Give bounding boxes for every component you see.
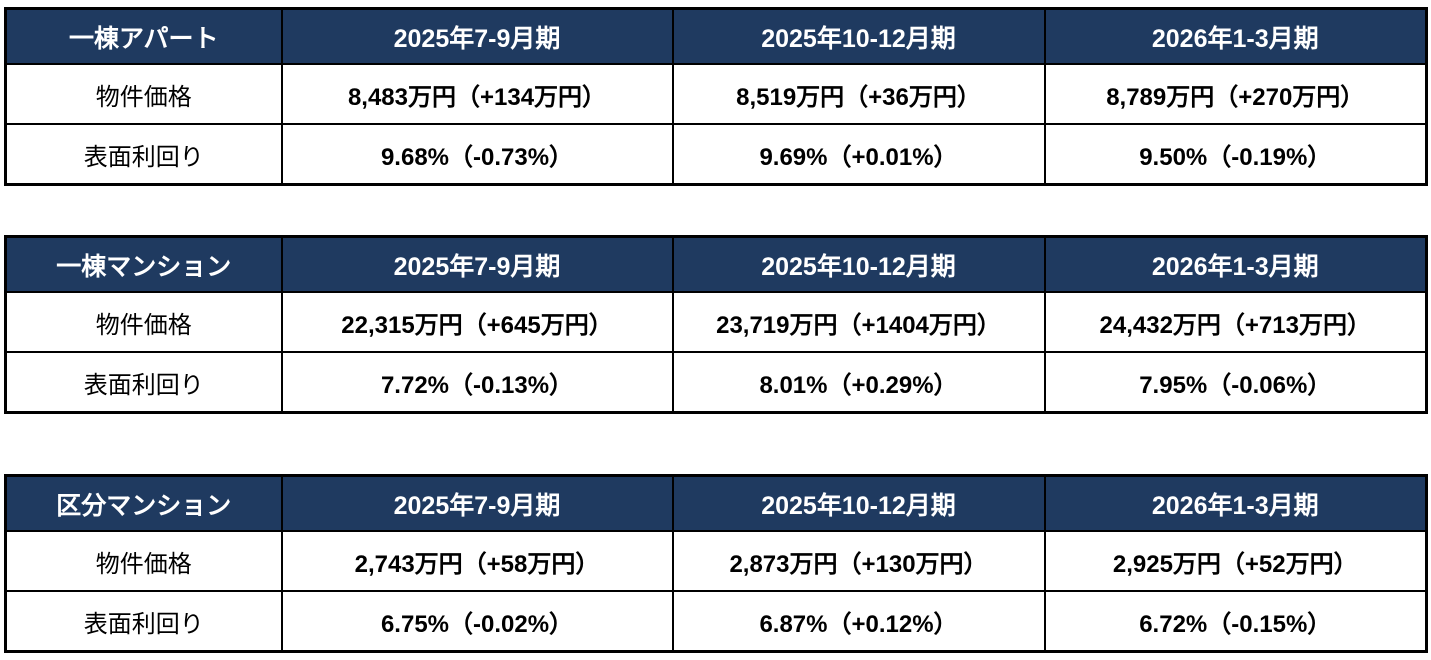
quarter-header-q3: 2026年1-3月期 [1043, 235, 1428, 293]
quarter-header-q2: 2025年10-12月期 [671, 235, 1046, 293]
quarter-header-q3: 2026年1-3月期 [1043, 474, 1428, 532]
price-value-q2: 23,719万円（+1404万円） [671, 291, 1046, 353]
yield-value-q2: 9.69%（+0.01%） [671, 123, 1046, 186]
apartment-building-table: 一棟アパート 2025年7-9月期 2025年10-12月期 2026年1-3月… [4, 7, 1428, 186]
yield-value-q1: 9.68%（-0.73%） [280, 123, 674, 186]
price-row-label: 物件価格 [4, 530, 283, 592]
price-row-label: 物件価格 [4, 63, 283, 125]
yield-value-q1: 6.75%（-0.02%） [280, 590, 674, 653]
category-header: 区分マンション [4, 474, 283, 532]
yield-value-q2: 8.01%（+0.29%） [671, 351, 1046, 414]
price-row: 物件価格 2,743万円（+58万円） 2,873万円（+130万円） 2,92… [4, 530, 1428, 592]
yield-value-q2: 6.87%（+0.12%） [671, 590, 1046, 653]
price-value-q2: 2,873万円（+130万円） [671, 530, 1046, 592]
table-header-row: 一棟アパート 2025年7-9月期 2025年10-12月期 2026年1-3月… [4, 7, 1428, 65]
price-row: 物件価格 22,315万円（+645万円） 23,719万円（+1404万円） … [4, 291, 1428, 353]
yield-row-label: 表面利回り [4, 351, 283, 414]
quarter-header-q1: 2025年7-9月期 [280, 474, 674, 532]
quarter-header-q1: 2025年7-9月期 [280, 235, 674, 293]
category-header: 一棟アパート [4, 7, 283, 65]
yield-value-q3: 9.50%（-0.19%） [1043, 123, 1428, 186]
condo-unit-table: 区分マンション 2025年7-9月期 2025年10-12月期 2026年1-3… [4, 474, 1428, 653]
yield-row: 表面利回り 7.72%（-0.13%） 8.01%（+0.29%） 7.95%（… [4, 351, 1428, 414]
quarter-header-q1: 2025年7-9月期 [280, 7, 674, 65]
price-value-q1: 2,743万円（+58万円） [280, 530, 674, 592]
table-header-row: 区分マンション 2025年7-9月期 2025年10-12月期 2026年1-3… [4, 474, 1428, 532]
yield-row-label: 表面利回り [4, 123, 283, 186]
price-value-q3: 2,925万円（+52万円） [1043, 530, 1428, 592]
quarter-header-q3: 2026年1-3月期 [1043, 7, 1428, 65]
yield-row: 表面利回り 6.75%（-0.02%） 6.87%（+0.12%） 6.72%（… [4, 590, 1428, 653]
price-row-label: 物件価格 [4, 291, 283, 353]
price-value-q2: 8,519万円（+36万円） [671, 63, 1046, 125]
table-header-row: 一棟マンション 2025年7-9月期 2025年10-12月期 2026年1-3… [4, 235, 1428, 293]
yield-value-q3: 7.95%（-0.06%） [1043, 351, 1428, 414]
quarter-header-q2: 2025年10-12月期 [671, 7, 1046, 65]
yield-row-label: 表面利回り [4, 590, 283, 653]
price-value-q3: 24,432万円（+713万円） [1043, 291, 1428, 353]
price-value-q1: 22,315万円（+645万円） [280, 291, 674, 353]
price-value-q3: 8,789万円（+270万円） [1043, 63, 1428, 125]
yield-value-q3: 6.72%（-0.15%） [1043, 590, 1428, 653]
yield-row: 表面利回り 9.68%（-0.73%） 9.69%（+0.01%） 9.50%（… [4, 123, 1428, 186]
price-value-q1: 8,483万円（+134万円） [280, 63, 674, 125]
category-header: 一棟マンション [4, 235, 283, 293]
price-row: 物件価格 8,483万円（+134万円） 8,519万円（+36万円） 8,78… [4, 63, 1428, 125]
condo-building-table: 一棟マンション 2025年7-9月期 2025年10-12月期 2026年1-3… [4, 235, 1428, 414]
quarter-header-q2: 2025年10-12月期 [671, 474, 1046, 532]
yield-value-q1: 7.72%（-0.13%） [280, 351, 674, 414]
